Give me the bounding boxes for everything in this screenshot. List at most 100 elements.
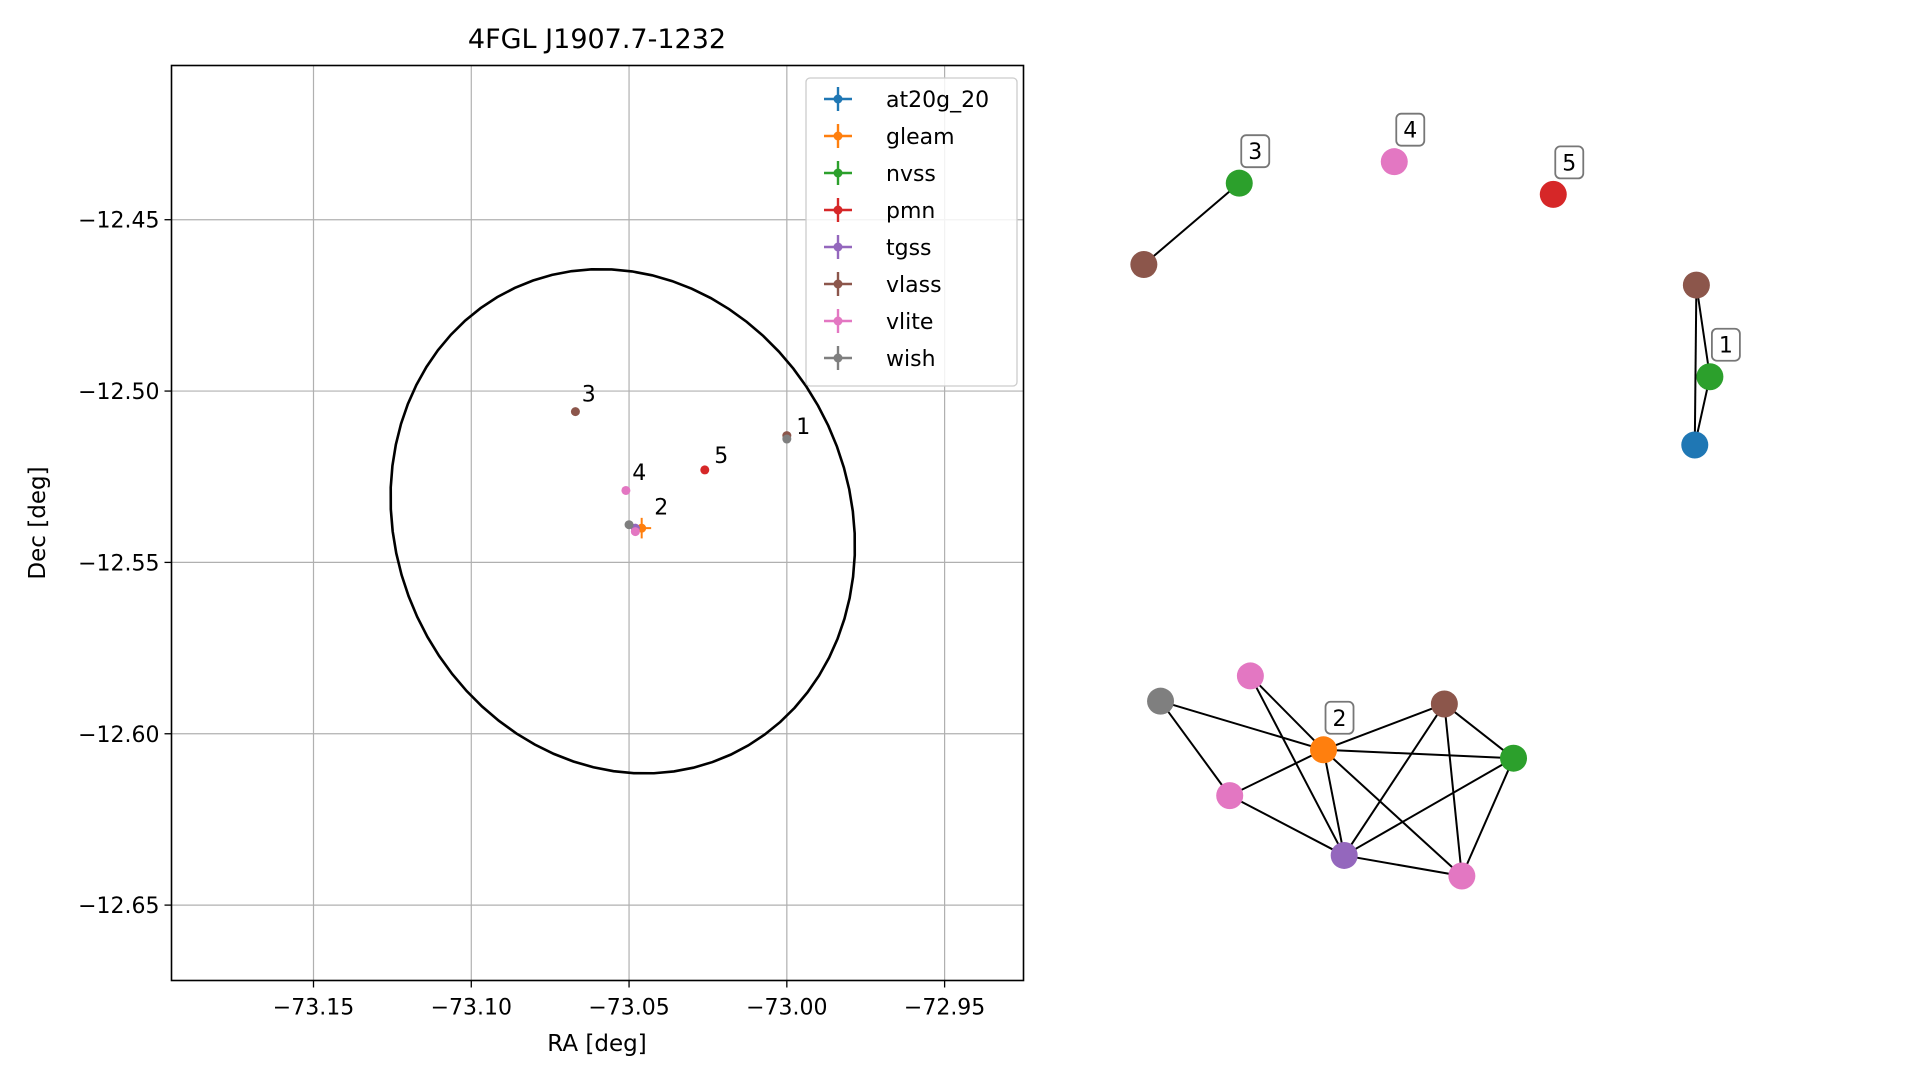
annotations-layer: 1 2 3 4 5 <box>582 382 811 520</box>
y-tick-label: −12.55 <box>78 551 159 576</box>
grid-lines <box>171 65 1024 981</box>
legend-label: pmn <box>886 199 935 224</box>
legend-marker <box>833 279 843 289</box>
graph-node <box>1225 169 1253 197</box>
graph-edge <box>1160 700 1324 751</box>
legend-label: gleam <box>886 125 955 150</box>
graph-edge <box>1322 749 1463 877</box>
graph-edge <box>1443 703 1463 877</box>
legend-marker <box>833 316 843 326</box>
graph-node <box>1500 744 1528 772</box>
data-points-layer <box>570 407 792 539</box>
graph-edge <box>1229 748 1324 797</box>
graph-node <box>1430 690 1458 718</box>
x-ticks: −73.15 −73.10 −73.05 −73.00 −72.95 <box>273 980 985 1021</box>
node-label-box <box>1324 700 1355 735</box>
legend-marker <box>833 242 843 252</box>
graph-node-label: 3 <box>1240 134 1271 169</box>
graph-node <box>1539 180 1567 208</box>
legend-entry-pmn: pmn <box>824 198 935 224</box>
graph-node <box>1380 148 1408 176</box>
x-axis-label: RA [deg] <box>547 1031 646 1057</box>
y-axis-label: Dec [deg] <box>25 466 51 579</box>
node-label-text: 2 <box>1333 707 1347 732</box>
legend-entry-nvss: nvss <box>824 161 936 187</box>
x-tick-label: −72.95 <box>904 996 985 1021</box>
graph-node <box>1216 782 1244 810</box>
chart-title: 4FGL J1907.7-1232 <box>468 24 726 55</box>
y-tick-label: −12.45 <box>78 209 159 234</box>
data-point-vlite <box>630 527 640 537</box>
data-point-vlite <box>621 485 631 495</box>
x-tick-label: −73.00 <box>746 996 827 1021</box>
graph-edge <box>1322 749 1346 856</box>
graph-edge <box>1460 757 1515 877</box>
legend-label: tgss <box>886 236 932 261</box>
graph-edge <box>1249 675 1325 751</box>
graph-node <box>1330 841 1358 869</box>
graph-node <box>1696 363 1724 391</box>
node-label-text: 5 <box>1562 151 1576 176</box>
graph-edge <box>1159 700 1231 797</box>
error-ellipse-layer <box>389 268 857 775</box>
graph-edge <box>1323 748 1514 760</box>
legend-entry-vlite: vlite <box>824 309 933 335</box>
node-label-box <box>1554 145 1585 180</box>
graph-node <box>1236 662 1264 690</box>
graph-node <box>1130 251 1158 279</box>
graph-node <box>1681 431 1709 459</box>
legend-marker <box>833 168 843 178</box>
legend-label: nvss <box>886 162 936 187</box>
legend-label: vlass <box>886 273 942 298</box>
point-annotation: 4 <box>632 461 646 486</box>
legend-entry-vlass: vlass <box>824 272 942 298</box>
data-point-pmn <box>700 465 710 475</box>
graph-node <box>1682 271 1710 299</box>
graph-edge <box>1695 284 1711 377</box>
legend-entry-tgss: tgss <box>824 235 932 261</box>
legend-marker <box>833 353 843 363</box>
data-point-wish <box>624 520 634 530</box>
graph-node <box>1448 862 1476 890</box>
graph-node <box>1310 736 1338 764</box>
point-marker <box>782 434 792 444</box>
legend-marker <box>833 94 843 104</box>
legend-entry-at20g_20: at20g_20 <box>824 87 989 113</box>
graph-edge <box>1229 794 1345 857</box>
legend-entry-gleam: gleam <box>824 124 955 150</box>
x-tick-label: −73.05 <box>588 996 669 1021</box>
point-marker <box>570 407 580 417</box>
data-point-wish <box>782 434 792 444</box>
graph-nodes <box>1130 148 1724 890</box>
legend-marker <box>833 205 843 215</box>
graph-node-label: 1 <box>1710 327 1741 362</box>
legend-box <box>805 77 1018 387</box>
graph-node-label: 4 <box>1395 112 1426 147</box>
localization-ellipse <box>389 268 857 775</box>
data-point-vlass <box>570 407 580 417</box>
graph-edge <box>1323 703 1445 751</box>
graph-edge <box>1343 757 1515 857</box>
y-tick-label: −12.65 <box>78 894 159 919</box>
legend-label: at20g_20 <box>886 88 989 113</box>
point-marker <box>700 465 710 475</box>
graph-node-label: 2 <box>1324 700 1355 735</box>
legend-entry-wish: wish <box>824 346 936 372</box>
x-tick-label: −73.15 <box>273 996 354 1021</box>
point-annotation: 3 <box>582 382 596 407</box>
graph-edge <box>1344 854 1463 877</box>
node-label-box <box>1710 327 1741 362</box>
legend-label: vlite <box>886 310 933 335</box>
graph-edge <box>1443 703 1515 759</box>
graph-edge <box>1143 182 1240 266</box>
graph-edge <box>1693 285 1698 445</box>
x-tick-label: −73.10 <box>431 996 512 1021</box>
graph-edge <box>1249 675 1346 856</box>
node-label-text: 4 <box>1403 119 1417 144</box>
node-label-box <box>1240 134 1271 169</box>
node-label-text: 1 <box>1719 334 1733 359</box>
plot-frame <box>170 64 1025 982</box>
